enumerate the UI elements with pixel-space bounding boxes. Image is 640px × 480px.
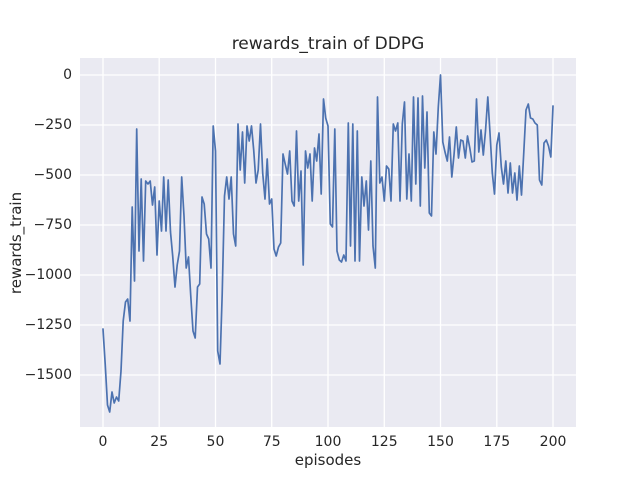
y-tick-label: −1250 <box>24 317 72 333</box>
plot-area <box>80 58 576 427</box>
x-tick-label: 75 <box>262 434 281 450</box>
y-tick-label: −1500 <box>24 367 72 383</box>
x-tick-label: 50 <box>206 434 225 450</box>
x-tick-label: 200 <box>539 434 567 450</box>
line-chart <box>80 58 576 427</box>
reward-line-series <box>102 74 554 413</box>
x-tick-label: 150 <box>427 434 454 450</box>
y-tick-label: −750 <box>33 217 72 233</box>
x-tick-label: 0 <box>98 434 108 450</box>
x-axis-label: episodes <box>294 451 362 469</box>
y-tick-label: 0 <box>63 67 72 83</box>
x-tick-label: 175 <box>483 434 511 450</box>
y-axis-label: rewards_train <box>7 191 25 295</box>
chart-title: rewards_train of DDPG <box>231 34 425 54</box>
x-tick-label: 25 <box>150 434 169 450</box>
x-tick-label: 125 <box>370 434 398 450</box>
x-tick-label: 100 <box>314 434 342 450</box>
gridlines <box>80 58 576 427</box>
y-tick-label: −250 <box>33 117 72 133</box>
y-tick-label: −500 <box>33 167 72 183</box>
y-tick-label: −1000 <box>24 267 72 283</box>
